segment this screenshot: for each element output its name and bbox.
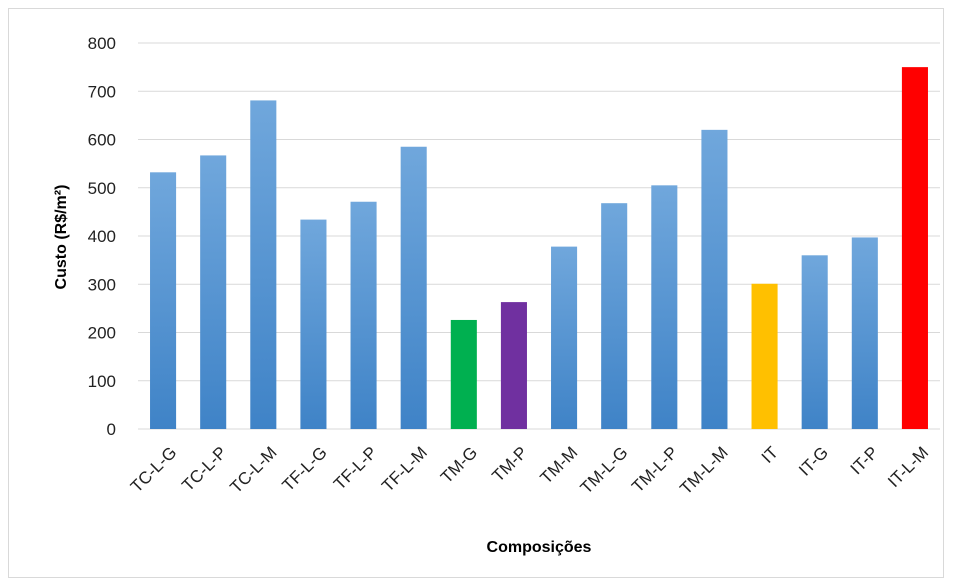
x-tick-label: IT [758,443,782,467]
bar-it-p [851,237,878,429]
y-tick-label: 600 [88,131,116,150]
bar-tm-l-g [601,203,628,429]
x-axis-ticks: TC-L-GTC-L-PTC-L-MTF-L-G TF-L-PTF-L-M TM-G… [127,443,932,498]
bar-it [751,283,778,429]
x-tick-label: TC-L-P [178,443,230,495]
bar-tf-l-g [300,219,327,429]
bar-tc-l-p [200,155,227,430]
bar-tm-l-m [701,129,728,429]
x-tick-label: TM-M [537,443,582,488]
x-tick-label: TF-L-P [330,443,381,494]
y-tick-label: 200 [88,324,116,343]
x-tick-label: IT-L-M [884,443,932,491]
x-tick-label: TM-L-P [628,443,682,497]
bar-tm-m [551,246,578,429]
bar-tm-l-p [651,185,678,429]
bar-tm-p [500,302,527,429]
bar-it-g [801,255,828,429]
x-axis-title: Composições [487,539,592,556]
y-tick-label: 500 [88,179,116,198]
y-tick-label: 400 [88,227,116,246]
bar-tc-l-g [150,172,177,429]
bars [150,67,928,430]
x-tick-label: TM-L-M [676,443,731,498]
x-tick-label: IT-G [795,443,832,480]
x-tick-label: TM-G [437,443,481,487]
bar-tf-l-p [350,201,377,429]
bar-it-l-m [901,67,928,429]
x-tick-label: IT-P [847,443,882,478]
bar-tf-l-m [400,146,427,430]
bar-tc-l-m [250,100,277,429]
y-axis-title: Custo (R$/m²) [53,185,70,290]
y-tick-label: 800 [88,34,116,53]
x-tick-label: TC-L-M [226,443,280,497]
y-tick-label: 700 [88,82,116,101]
y-tick-label: 300 [88,275,116,294]
x-tick-label: TF-L-G [279,443,331,495]
x-tick-label: TM-L-G [577,443,632,498]
y-axis-ticks: 0 100 200 300 400 500 600 700 800 [88,34,116,439]
y-tick-label: 100 [88,372,116,391]
y-tick-label: 0 [107,420,116,439]
x-tick-label: TF-L-M [378,443,431,496]
x-tick-label: TM-P [488,443,531,486]
x-tick-label: TC-L-G [127,443,181,497]
bar-tm-g [450,319,477,429]
